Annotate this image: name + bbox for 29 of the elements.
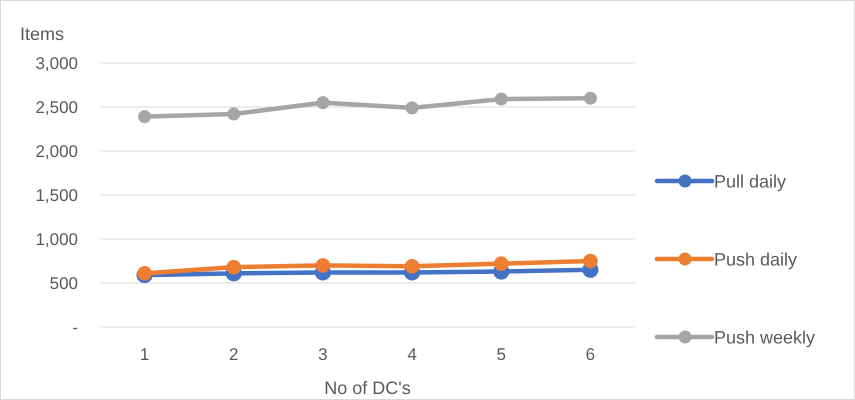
y-tick-label: 500 xyxy=(50,274,78,293)
point xyxy=(404,258,420,274)
point xyxy=(584,92,597,105)
point xyxy=(138,110,152,124)
y-tick-label: 3,000 xyxy=(35,54,78,73)
x-tick-label: 4 xyxy=(407,345,417,364)
point xyxy=(226,260,242,274)
x-tick-label: 3 xyxy=(318,345,328,364)
point xyxy=(316,258,330,273)
y-tick-label: - xyxy=(72,318,78,337)
legend-label: Push daily xyxy=(714,249,798,270)
x-tick-label: 2 xyxy=(229,345,238,364)
x-axis-title: No of DC's xyxy=(324,378,411,398)
x-tick-label: 1 xyxy=(140,345,150,364)
point xyxy=(406,101,419,114)
y-tick-label: 1,500 xyxy=(35,186,78,205)
y-tick-label: 2,500 xyxy=(35,98,78,117)
point xyxy=(583,254,598,268)
point xyxy=(227,108,240,121)
x-tick-label: 6 xyxy=(586,345,596,364)
y-axis-title: Items xyxy=(20,24,64,44)
legend-label: Pull daily xyxy=(714,171,786,192)
x-tick-label: 5 xyxy=(496,345,506,364)
y-tick-label: 1,000 xyxy=(35,230,78,249)
point xyxy=(316,96,330,110)
legend-label: Push weekly xyxy=(714,327,816,348)
point xyxy=(494,92,508,106)
point xyxy=(494,256,509,271)
y-tick-label: 2,000 xyxy=(35,142,78,161)
